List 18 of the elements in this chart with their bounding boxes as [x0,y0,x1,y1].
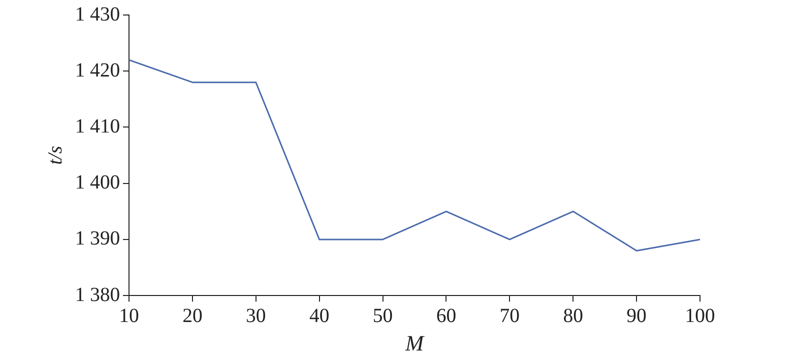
x-tick-label: 80 [563,304,584,327]
x-tick-label: 50 [372,304,393,327]
y-tick-label: 1 390 [75,228,120,250]
x-tick-label: 70 [500,304,520,327]
x-tick-label: 60 [436,304,456,327]
y-tick-label: 1 380 [75,284,120,306]
x-tick-label: 40 [309,304,330,327]
x-axis-title: M [404,330,426,356]
x-tick-label: 20 [182,304,202,327]
x-tick-label: 10 [119,304,139,327]
y-tick-label: 1 410 [75,115,120,138]
y-tick-label: 1 430 [75,3,120,26]
x-tick-label: 100 [685,304,715,327]
x-tick-label: 90 [626,304,647,327]
y-tick-label: 1 400 [75,172,120,194]
y-tick-label: 1 420 [75,59,120,82]
y-axis-title: t/s [44,146,66,165]
x-tick-label: 30 [246,304,266,327]
